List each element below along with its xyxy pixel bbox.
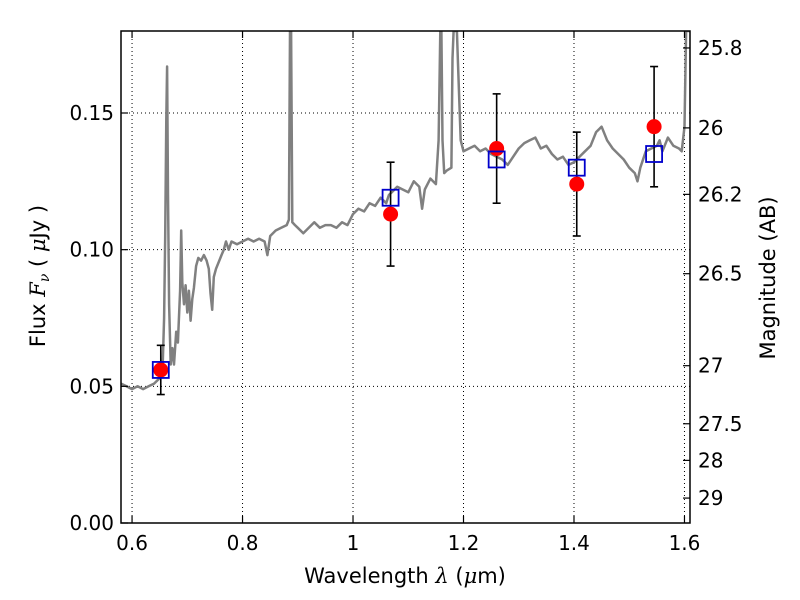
tick-layer: 0.6 0.8 1 1.2 1.4 1.6 0.00 0.05 0.10 0.15 25.8 26 26… — [69, 31, 743, 555]
model-point — [645, 145, 663, 163]
y2-tick-label: 26.2 — [698, 182, 743, 206]
x-tick-label: 1 — [347, 531, 360, 555]
x-tick-label: 1.6 — [669, 531, 701, 555]
y2-tick-label: 26.5 — [698, 262, 743, 286]
y2-tick-label: 27.5 — [698, 412, 743, 436]
x-tick-label: 0.6 — [116, 531, 148, 555]
grid-layer — [121, 31, 690, 523]
plot-frame — [120, 30, 691, 524]
y2-tick-label: 27 — [698, 354, 723, 378]
model-point — [381, 188, 400, 207]
model-point — [487, 150, 506, 169]
model-point — [151, 361, 170, 379]
observed-point — [569, 176, 585, 192]
y-axis-label: Flux Fν ( μJy ) — [26, 205, 53, 347]
y2-tick-label: 25.8 — [698, 36, 743, 60]
observed-point — [383, 206, 399, 222]
y2-tick-label: 26 — [698, 116, 723, 140]
x-tick-label: 1.4 — [558, 531, 590, 555]
x-tick-label: 1.2 — [448, 531, 480, 555]
model-point — [567, 158, 586, 177]
x-axis-label: Wavelength λ (μm) — [304, 564, 506, 588]
x-tick-label: 0.8 — [227, 531, 259, 555]
observed-point — [646, 119, 662, 135]
observed-point — [489, 141, 505, 157]
observed-point — [153, 362, 169, 378]
y-tick-label: 0.00 — [69, 511, 114, 535]
y2-axis-label: Magnitude (AB) — [756, 196, 780, 359]
y-tick-label: 0.05 — [69, 374, 114, 398]
y-tick-label: 0.10 — [69, 238, 114, 262]
y-tick-label: 0.15 — [69, 101, 114, 125]
frame-layer — [120, 30, 691, 524]
data-layer — [121, 31, 690, 396]
y2-tick-label: 28 — [698, 448, 723, 472]
y2-tick-label: 29 — [698, 486, 723, 510]
